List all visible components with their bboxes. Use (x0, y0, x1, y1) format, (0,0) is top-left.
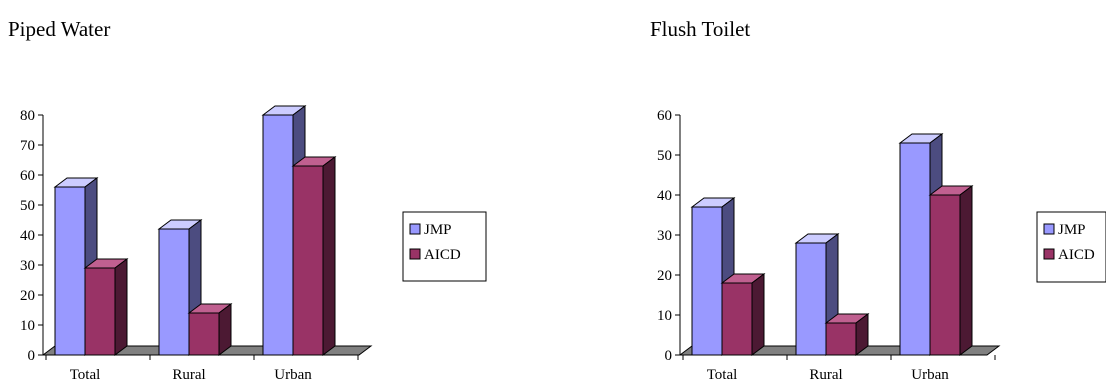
bar-front-face (691, 206, 723, 356)
y-tick-label: 0 (28, 348, 36, 364)
legend-label-aicd: AICD (1058, 247, 1095, 263)
bar-side-face (959, 185, 973, 356)
legend-swatch-aicd (409, 248, 421, 260)
bar-front-face (899, 142, 931, 356)
y-tick-label: 40 (20, 228, 35, 244)
bar-front-face (158, 228, 190, 356)
legend-label-aicd: AICD (424, 247, 461, 263)
x-tick-label: Rural (809, 367, 842, 383)
y-tick-label: 0 (665, 348, 673, 364)
bar-front-face (929, 194, 961, 356)
bar-aicd-rural (824, 313, 870, 356)
bar-front-face (795, 242, 827, 356)
y-tick-label: 30 (20, 258, 35, 274)
bar-front-face (188, 312, 220, 356)
chart-flush-toilet: Flush Toilet 0 10 20 30 40 50 60 Total Rural Urba… (650, 17, 1106, 383)
bar-front-face (54, 186, 86, 356)
y-tick-label: 50 (20, 198, 35, 214)
y-tick-label: 60 (657, 108, 672, 124)
bar-front-face (84, 267, 116, 356)
bar-aicd-total (720, 273, 766, 356)
x-tick-label: Total (70, 367, 101, 383)
bar-aicd-rural (187, 303, 233, 356)
bar-side-face (114, 258, 128, 356)
y-tick-label: 50 (657, 148, 672, 164)
x-tick-label: Urban (274, 367, 312, 383)
y-tick-label: 10 (20, 318, 35, 334)
x-tick-label: Rural (172, 367, 205, 383)
bar-side-face (751, 273, 765, 356)
bar-side-face (322, 156, 336, 356)
chart-title: Piped Water (8, 17, 110, 41)
x-tick-label: Urban (911, 367, 949, 383)
legend-swatch-jmp (1043, 223, 1055, 235)
bar-jmp-total (690, 197, 736, 356)
chart-piped-water: Piped Water 0 10 20 30 40 50 60 70 80 Total Rural U… (8, 17, 487, 383)
bar-front-face (825, 322, 857, 356)
bar-aicd-urban (928, 185, 974, 356)
bar-side-face (218, 303, 232, 356)
chart-legend: JMP AICD (1036, 211, 1106, 283)
chart-title: Flush Toilet (650, 17, 750, 41)
bar-front-face (721, 282, 753, 356)
y-tick-label: 40 (657, 188, 672, 204)
bar-jmp-rural (157, 219, 203, 356)
bar-front-face (262, 114, 294, 356)
y-tick-label: 60 (20, 168, 35, 184)
y-tick-label: 20 (20, 288, 35, 304)
y-tick-label: 30 (657, 228, 672, 244)
chart-legend: JMP AICD (402, 211, 487, 282)
x-tick-label: Total (707, 367, 738, 383)
bar-front-face (292, 165, 324, 356)
legend-label-jmp: JMP (424, 222, 452, 238)
legend-swatch-aicd (1043, 248, 1055, 260)
y-tick-label: 80 (20, 108, 35, 124)
bar-aicd-total (83, 258, 129, 356)
y-tick-label: 20 (657, 268, 672, 284)
legend-label-jmp: JMP (1058, 222, 1086, 238)
legend-swatch-jmp (409, 223, 421, 235)
y-tick-label: 10 (657, 308, 672, 324)
y-tick-label: 70 (20, 138, 35, 154)
bar-aicd-urban (291, 156, 337, 356)
